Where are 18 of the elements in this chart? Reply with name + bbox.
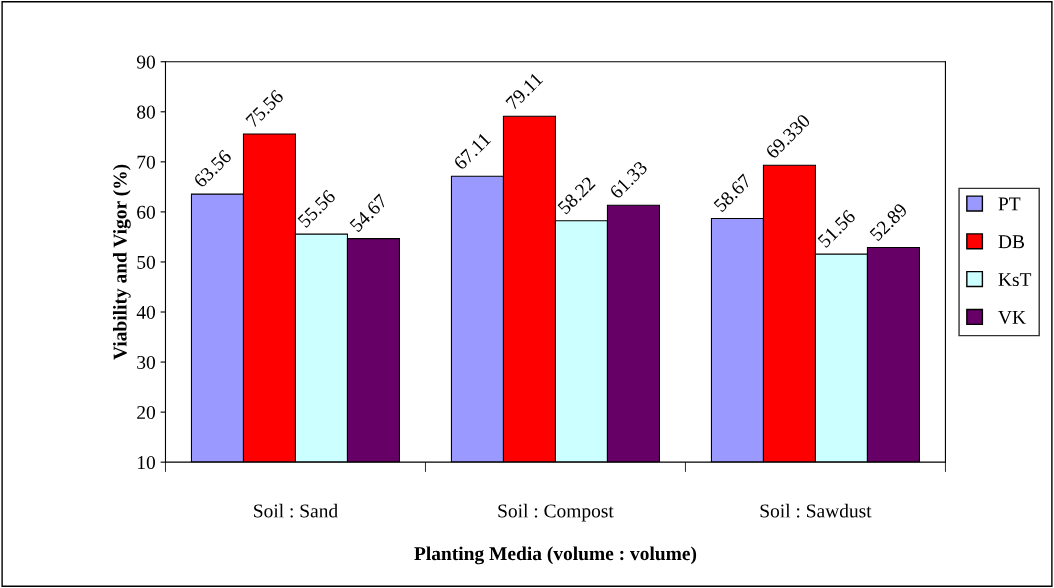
x-axis-title: Planting Media (volume : volume): [414, 546, 697, 565]
y-tick-label: 70: [137, 155, 156, 169]
y-tick-label: 30: [137, 355, 156, 369]
y-tick-label: 50: [137, 255, 156, 269]
y-tick-label: 40: [136, 305, 156, 319]
x-tick-label: Soil : Sawdust: [760, 503, 872, 518]
y-axis-title: Viability and Vigor (%): [112, 164, 131, 360]
legend-label: DB: [998, 235, 1025, 249]
legend-label: KsT: [998, 273, 1032, 287]
y-tick-label: 20: [137, 405, 156, 420]
y-tick-label: 80: [137, 105, 156, 119]
legend-label: VK: [998, 310, 1026, 324]
x-tick-label: Soil : Sand: [254, 503, 338, 518]
x-tick-label: Soil : Compost: [498, 503, 614, 522]
y-tick-label: 90: [136, 55, 156, 69]
legend-label: PT: [998, 197, 1021, 211]
y-tick-label: 60: [137, 205, 156, 219]
y-tick-label: 10: [138, 455, 156, 470]
